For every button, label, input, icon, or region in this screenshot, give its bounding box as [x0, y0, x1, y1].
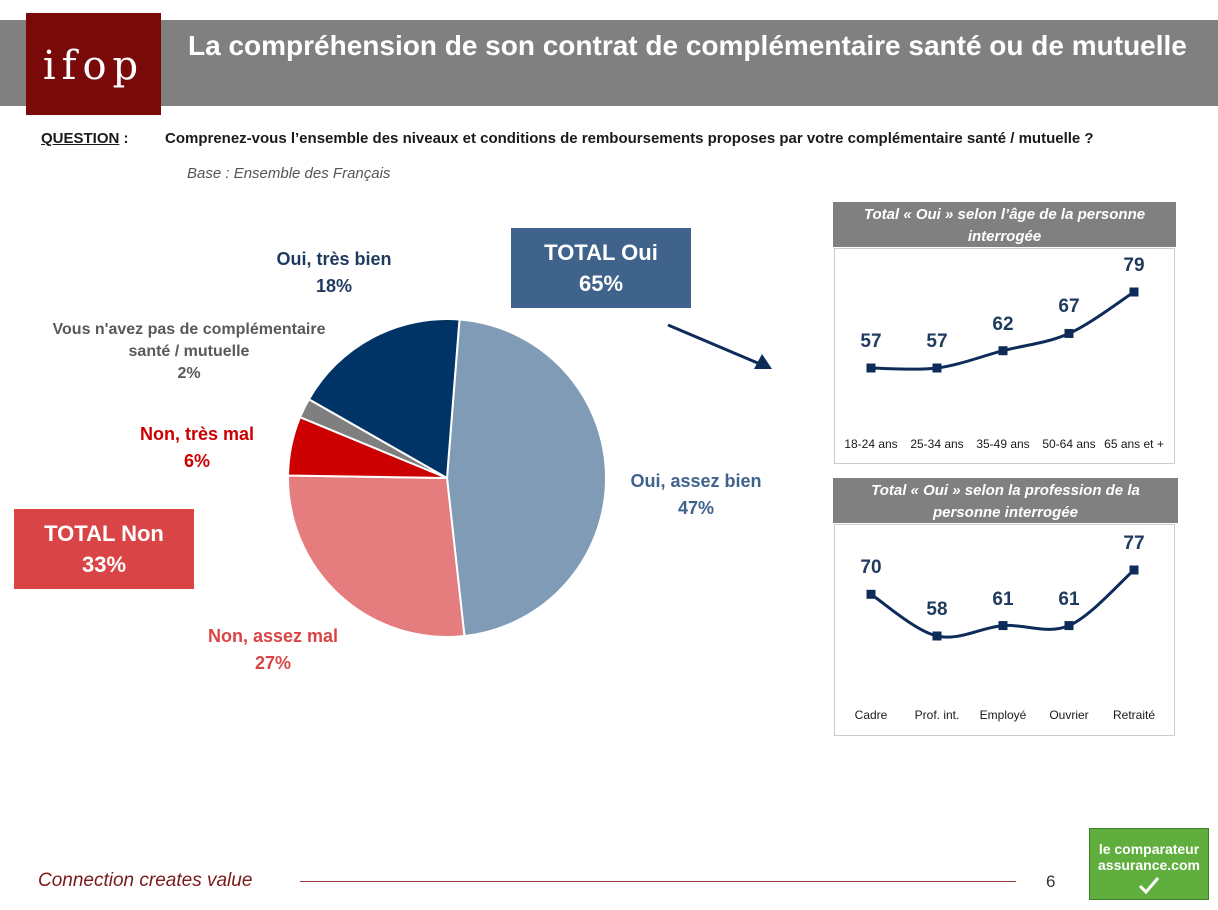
ifop-logo: ifop — [26, 13, 161, 115]
data-point-1 — [932, 631, 942, 641]
pie-label-oui-assez-bien: Oui, assez bien 47% — [630, 471, 762, 518]
profession-line-chart — [866, 565, 1139, 641]
category-label-1: Prof. int. — [914, 708, 960, 722]
data-label-2: 62 — [992, 313, 1014, 335]
data-point-2 — [998, 621, 1008, 631]
pie-slice-3 — [298, 397, 448, 479]
base-text: Base : Ensemble des Français — [187, 165, 391, 182]
profession-panel-title: Total « Oui » selon la profession de la … — [833, 478, 1178, 523]
total-non-label: TOTAL Non — [44, 521, 164, 546]
category-label-3: Ouvrier — [1049, 708, 1089, 722]
question-text: Comprenez-vous l’ensemble des niveaux et… — [165, 130, 1094, 147]
category-label-0: Cadre — [854, 708, 888, 722]
data-point-3 — [1064, 621, 1074, 631]
data-label-0: 57 — [860, 331, 882, 352]
category-label-0: 18-24 ans — [844, 437, 898, 451]
page-number: 6 — [1046, 872, 1056, 891]
question-label: QUESTION : — [41, 130, 129, 147]
brand-line2: assurance.com — [1098, 857, 1200, 873]
footer-divider — [300, 881, 1016, 882]
total-non-box: TOTAL Non 33% — [14, 509, 194, 589]
data-label-2: 61 — [992, 588, 1014, 610]
pie-label-pas-de-complementaire: Vous n'avez pas de complémentaire santé … — [52, 321, 326, 382]
total-oui-value: 65% — [578, 271, 624, 296]
page-title: La compréhension de son contrat de compl… — [188, 30, 1187, 61]
total-non-value: 33% — [81, 552, 127, 577]
category-label-3: 50-64 ans — [1042, 437, 1096, 451]
comparateur-logo: le comparateur assurance.com — [1089, 828, 1209, 900]
pie-slice-0 — [445, 318, 607, 638]
pie-slice-2 — [287, 415, 448, 479]
pie-slice-1 — [287, 474, 466, 638]
data-label-4: 79 — [1123, 255, 1145, 276]
pie-label-non-assez-mal: Non, assez mal 27% — [207, 626, 339, 673]
header-band — [0, 20, 1218, 106]
logo-text: ifop — [42, 43, 145, 89]
data-label-0: 70 — [860, 557, 882, 579]
pie-label-oui-tres-bien: Oui, très bien 18% — [276, 249, 392, 296]
total-oui-label: TOTAL Oui — [544, 240, 658, 265]
data-label-3: 67 — [1058, 296, 1080, 318]
data-point-2 — [998, 346, 1008, 356]
data-point-1 — [932, 363, 942, 373]
data-point-4 — [1129, 287, 1139, 297]
data-label-3: 61 — [1058, 588, 1080, 610]
check-icon — [1138, 877, 1160, 895]
category-label-2: 35-49 ans — [976, 437, 1030, 451]
category-label-4: 65 ans et + — [1104, 437, 1164, 451]
brand-line1: le comparateur — [1098, 841, 1200, 857]
category-label-4: Retraité — [1112, 708, 1156, 722]
data-point-0 — [866, 363, 876, 373]
pie-label-non-tres-mal: Non, très mal 6% — [139, 424, 255, 471]
age-line-chart — [866, 287, 1139, 373]
age-panel — [834, 248, 1175, 464]
data-point-0 — [866, 589, 876, 599]
footer-tagline: Connection creates value — [38, 870, 253, 891]
data-point-4 — [1129, 565, 1139, 575]
category-label-1: 25-34 ans — [910, 437, 964, 451]
age-panel-title: Total « Oui » selon l’âge de la personne… — [833, 202, 1176, 247]
total-oui-box: TOTAL Oui 65% — [511, 228, 691, 308]
data-point-3 — [1064, 328, 1074, 338]
category-label-2: Employé — [979, 708, 1027, 722]
data-label-4: 77 — [1123, 533, 1145, 554]
data-label-1: 58 — [926, 599, 948, 620]
data-label-1: 57 — [926, 331, 948, 352]
